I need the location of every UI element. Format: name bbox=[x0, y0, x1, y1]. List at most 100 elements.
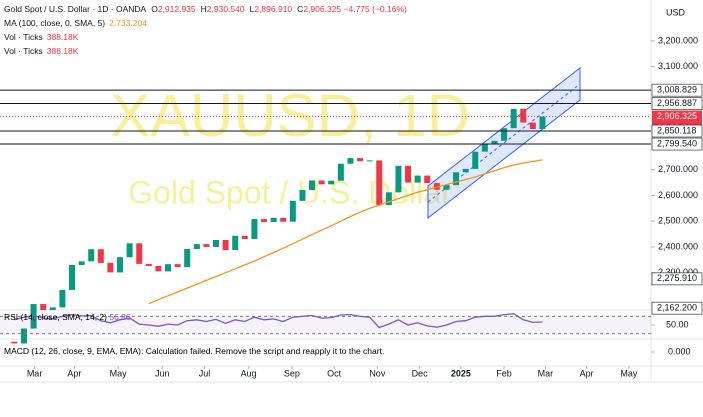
candle bbox=[165, 264, 172, 272]
candle bbox=[501, 128, 508, 141]
rsi-title: RSI (14, close, SMA, 14, 2) bbox=[4, 312, 107, 322]
candle bbox=[491, 140, 498, 145]
x-tick-label: May bbox=[110, 368, 128, 378]
candle bbox=[443, 185, 450, 190]
rsi-value: 56.86 bbox=[109, 312, 131, 322]
x-tick-label: Oct bbox=[327, 368, 342, 378]
y-tick-label: 3,200.000 bbox=[658, 35, 698, 45]
indicator-value: 2,733.204 bbox=[109, 18, 147, 28]
candle bbox=[30, 304, 37, 329]
candle bbox=[289, 200, 296, 222]
candle bbox=[280, 217, 287, 222]
candle bbox=[472, 151, 479, 169]
x-tick-label: Nov bbox=[369, 368, 386, 378]
price-tag-label: 3,008.829 bbox=[657, 85, 697, 95]
price-tag-label: 2,799.540 bbox=[657, 138, 697, 148]
rsi-line bbox=[14, 313, 543, 329]
candle bbox=[145, 263, 152, 266]
indicator-name: Vol · Ticks bbox=[4, 32, 43, 42]
candle bbox=[11, 341, 18, 344]
x-tick-label: 2025 bbox=[451, 368, 471, 378]
indicator-name: Vol · Ticks bbox=[4, 46, 43, 56]
candle bbox=[241, 235, 248, 239]
candle bbox=[251, 219, 258, 239]
candle bbox=[213, 239, 220, 247]
candle bbox=[78, 261, 85, 265]
macd-tick-label: 0.000 bbox=[668, 346, 691, 356]
price-tag bbox=[651, 301, 703, 315]
candle bbox=[270, 217, 277, 222]
candle bbox=[462, 168, 469, 173]
candle bbox=[539, 116, 546, 129]
y-tick-label: 2,400.000 bbox=[658, 241, 698, 251]
ohlc-value: 2,930.540 bbox=[206, 4, 245, 14]
indicator: Vol · Ticks 388.18K bbox=[4, 30, 407, 44]
candle bbox=[318, 180, 325, 185]
x-tick-label: Sep bbox=[284, 368, 300, 378]
change: −4.775 (−0.16%) bbox=[343, 4, 407, 14]
indicator-value: 388.18K bbox=[46, 46, 79, 56]
x-tick-label: Jul bbox=[199, 368, 211, 378]
x-tick-label: Mar bbox=[27, 368, 43, 378]
ohlc-key: C bbox=[297, 4, 304, 14]
candle bbox=[69, 264, 76, 290]
candle bbox=[433, 183, 440, 190]
price-tag bbox=[651, 137, 703, 151]
price-tag-label: 2,850.118 bbox=[657, 125, 696, 135]
x-tick-label: Apr bbox=[580, 368, 594, 378]
ma-line bbox=[148, 159, 543, 305]
candle bbox=[184, 248, 191, 268]
candle bbox=[510, 108, 517, 129]
candle bbox=[21, 328, 28, 344]
ohlc-key: H bbox=[200, 4, 207, 14]
indicator: MA (100, close, 0, SMA, 5) 2,733.204 bbox=[4, 16, 407, 30]
price-tag bbox=[651, 83, 703, 97]
candle bbox=[520, 108, 527, 123]
ohlc-value: 2,912.935 bbox=[157, 4, 196, 14]
candle bbox=[424, 175, 431, 184]
price-tag-label: 2,906.325 bbox=[657, 111, 697, 121]
candle bbox=[261, 219, 268, 222]
y-tick-label: 2,300.000 bbox=[658, 267, 698, 277]
candle bbox=[222, 239, 229, 251]
x-tick-label: Aug bbox=[241, 368, 257, 378]
candle bbox=[59, 289, 66, 308]
candle bbox=[481, 144, 488, 152]
candle bbox=[126, 243, 133, 258]
candle bbox=[309, 180, 316, 191]
ohlc-key: L bbox=[249, 4, 255, 14]
symbol: Gold Spot / U.S. Dollar · 1D · OANDA bbox=[4, 4, 147, 14]
price-tag bbox=[651, 124, 703, 138]
price-tag-label: 2,162.200 bbox=[657, 303, 697, 313]
indicator-name: MA (100, close, 0, SMA, 5) bbox=[4, 18, 106, 28]
x-tick-label: Apr bbox=[67, 368, 81, 378]
x-tick-label: Mar bbox=[538, 368, 554, 378]
legend: Gold Spot / U.S. Dollar · 1D · OANDA O2,9… bbox=[4, 2, 407, 58]
y-tick-label: 2,600.000 bbox=[658, 190, 698, 200]
watermark: XAUUSD, 1D bbox=[110, 82, 470, 149]
candle bbox=[395, 165, 402, 193]
price-tag-label: 2,275.910 bbox=[657, 273, 697, 283]
candle bbox=[366, 160, 373, 162]
candle bbox=[453, 172, 460, 186]
candle bbox=[97, 249, 104, 263]
candle bbox=[529, 122, 536, 129]
price-tag-label: 2,956.887 bbox=[657, 98, 697, 108]
ohlc-value: 2,906.325 bbox=[303, 4, 342, 14]
currency[interactable]: USD bbox=[666, 7, 686, 17]
candle bbox=[385, 192, 392, 206]
ohlc: O2,912.935 H2,930.540 L2,896.910 C2,906.325 bbox=[146, 4, 341, 14]
candle bbox=[174, 264, 181, 268]
rsi-tick-label: 50.00 bbox=[666, 319, 689, 329]
macd-legend: MACD (12, 26, close, 9, EMA, EMA): Calcu… bbox=[4, 346, 385, 356]
legend-row: Gold Spot / U.S. Dollar · 1D · OANDA O2,9… bbox=[4, 2, 407, 16]
candle bbox=[49, 307, 56, 310]
candle bbox=[88, 249, 95, 262]
candle bbox=[107, 262, 114, 273]
x-tick-label: Dec bbox=[412, 368, 429, 378]
candle bbox=[299, 190, 306, 201]
indicator-value: 388.18K bbox=[46, 32, 79, 42]
y-tick-label: 2,700.000 bbox=[658, 164, 698, 174]
